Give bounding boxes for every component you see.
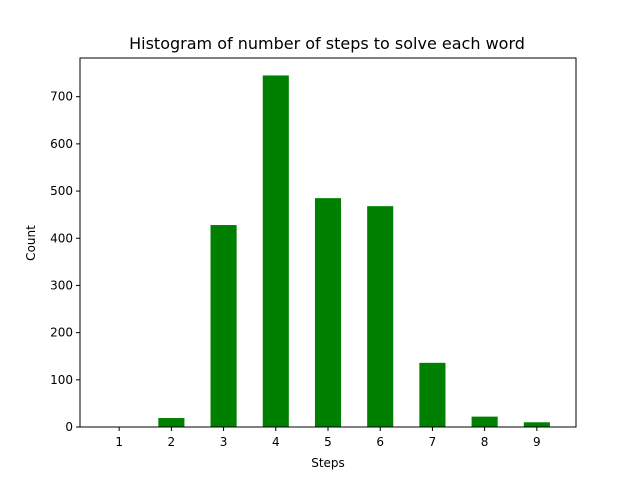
x-tick-label-6: 6 — [376, 435, 384, 449]
bar-3 — [210, 225, 237, 427]
y-tick-label-500: 500 — [50, 184, 73, 198]
y-tick-label-400: 400 — [50, 231, 73, 245]
y-axis-label: Count — [24, 225, 38, 261]
x-tick-label-7: 7 — [429, 435, 437, 449]
y-tick-label-300: 300 — [50, 278, 73, 292]
x-axis: 1 2 3 4 5 6 7 8 9 — [115, 427, 541, 449]
y-tick-label-200: 200 — [50, 326, 73, 340]
bars-group — [158, 75, 550, 427]
x-tick-label-3: 3 — [220, 435, 228, 449]
y-tick-label-0: 0 — [65, 420, 73, 434]
y-tick-label-100: 100 — [50, 373, 73, 387]
bar-4 — [262, 75, 289, 427]
bar-7 — [419, 362, 446, 427]
x-tick-label-5: 5 — [324, 435, 332, 449]
bar-2 — [158, 418, 185, 427]
x-tick-label-8: 8 — [481, 435, 489, 449]
chart-title: Histogram of number of steps to solve ea… — [129, 34, 525, 53]
bar-5 — [314, 198, 342, 427]
y-tick-label-600: 600 — [50, 137, 73, 151]
y-axis: 0 100 200 300 400 500 600 700 — [50, 90, 80, 434]
bar-9 — [523, 422, 550, 427]
x-axis-label: Steps — [311, 456, 345, 470]
x-tick-label-4: 4 — [272, 435, 280, 449]
bar-6 — [367, 206, 394, 427]
bar-8 — [471, 416, 498, 427]
x-tick-label-9: 9 — [533, 435, 541, 449]
x-tick-label-2: 2 — [168, 435, 176, 449]
y-tick-label-700: 700 — [50, 90, 73, 104]
x-tick-label-1: 1 — [115, 435, 123, 449]
